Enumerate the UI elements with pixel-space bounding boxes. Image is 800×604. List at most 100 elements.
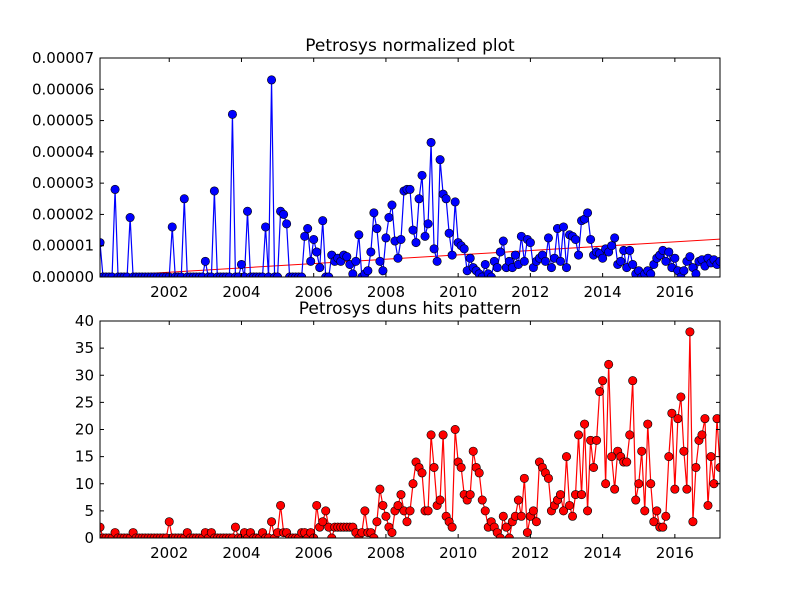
point xyxy=(543,233,553,243)
point xyxy=(387,528,397,538)
point xyxy=(417,170,427,180)
point xyxy=(393,253,403,263)
y-tick-label: 10 xyxy=(75,475,94,493)
point xyxy=(405,506,415,516)
point xyxy=(387,200,397,210)
point xyxy=(318,517,328,527)
point xyxy=(531,517,541,527)
point xyxy=(610,484,620,494)
point xyxy=(559,506,569,516)
point xyxy=(276,500,286,510)
point xyxy=(522,528,532,538)
point xyxy=(546,263,556,273)
y-tick-label: 0.00004 xyxy=(32,143,94,161)
point xyxy=(652,506,662,516)
point xyxy=(706,452,716,462)
point xyxy=(565,500,575,510)
point xyxy=(402,517,412,527)
point xyxy=(592,435,602,445)
point xyxy=(366,247,376,257)
point xyxy=(306,256,316,266)
point xyxy=(679,446,689,456)
point xyxy=(261,222,271,232)
plot-area xyxy=(100,327,720,538)
x-tick-label: 2008 xyxy=(367,544,405,562)
x-tick-label: 2014 xyxy=(584,283,622,301)
point xyxy=(628,376,638,386)
point xyxy=(369,208,379,218)
point xyxy=(230,522,240,532)
point xyxy=(670,253,680,263)
point xyxy=(519,256,529,266)
point xyxy=(465,490,475,500)
point xyxy=(354,230,364,240)
point xyxy=(432,256,442,266)
x-tick-label: 2002 xyxy=(150,283,188,301)
point xyxy=(513,495,523,505)
point xyxy=(375,256,385,266)
point xyxy=(414,194,424,204)
point xyxy=(279,209,289,219)
point xyxy=(589,462,599,472)
point xyxy=(679,266,689,276)
point xyxy=(516,511,526,521)
point xyxy=(348,269,358,277)
point xyxy=(342,252,352,262)
point xyxy=(601,479,611,489)
y-tick-label: 0.00003 xyxy=(32,174,94,192)
x-tick-label: 2014 xyxy=(584,544,622,562)
point xyxy=(604,359,614,369)
point xyxy=(267,517,277,527)
point xyxy=(646,479,656,489)
point xyxy=(375,484,385,494)
point xyxy=(393,500,403,510)
y-tick-label: 20 xyxy=(75,421,94,439)
x-tick-label: 2004 xyxy=(222,544,260,562)
point xyxy=(580,419,590,429)
point xyxy=(595,387,605,397)
point xyxy=(528,506,538,516)
point xyxy=(426,430,436,440)
point xyxy=(625,245,635,255)
point xyxy=(242,206,252,216)
point xyxy=(574,250,584,260)
point xyxy=(179,194,189,204)
point xyxy=(236,259,246,269)
point xyxy=(634,479,644,489)
point xyxy=(372,517,382,527)
point xyxy=(441,194,451,204)
point xyxy=(300,231,310,241)
point xyxy=(447,522,457,532)
point xyxy=(498,236,508,246)
point xyxy=(625,430,635,440)
point xyxy=(315,263,325,273)
point xyxy=(559,222,569,232)
point xyxy=(303,224,313,234)
point xyxy=(378,266,388,276)
point xyxy=(577,490,587,500)
point xyxy=(200,256,210,266)
point xyxy=(435,155,445,165)
point xyxy=(643,419,653,429)
point xyxy=(712,414,720,424)
x-tick-label: 2008 xyxy=(367,283,405,301)
point xyxy=(450,424,460,434)
point xyxy=(622,457,632,467)
x-tick-label: 2006 xyxy=(295,283,333,301)
chart-title: Petrosys duns hits pattern xyxy=(299,299,521,319)
point xyxy=(309,234,319,244)
point xyxy=(381,233,391,243)
point xyxy=(480,259,490,269)
point xyxy=(583,208,593,218)
plot-area xyxy=(100,75,720,277)
point xyxy=(363,266,373,276)
y-tick-label: 0.00002 xyxy=(32,205,94,223)
point xyxy=(411,238,421,248)
y-tick-label: 5 xyxy=(84,502,94,520)
point xyxy=(649,517,659,527)
point xyxy=(685,327,695,337)
point xyxy=(372,224,382,234)
point xyxy=(459,244,469,254)
point xyxy=(568,511,578,521)
point xyxy=(282,219,292,229)
